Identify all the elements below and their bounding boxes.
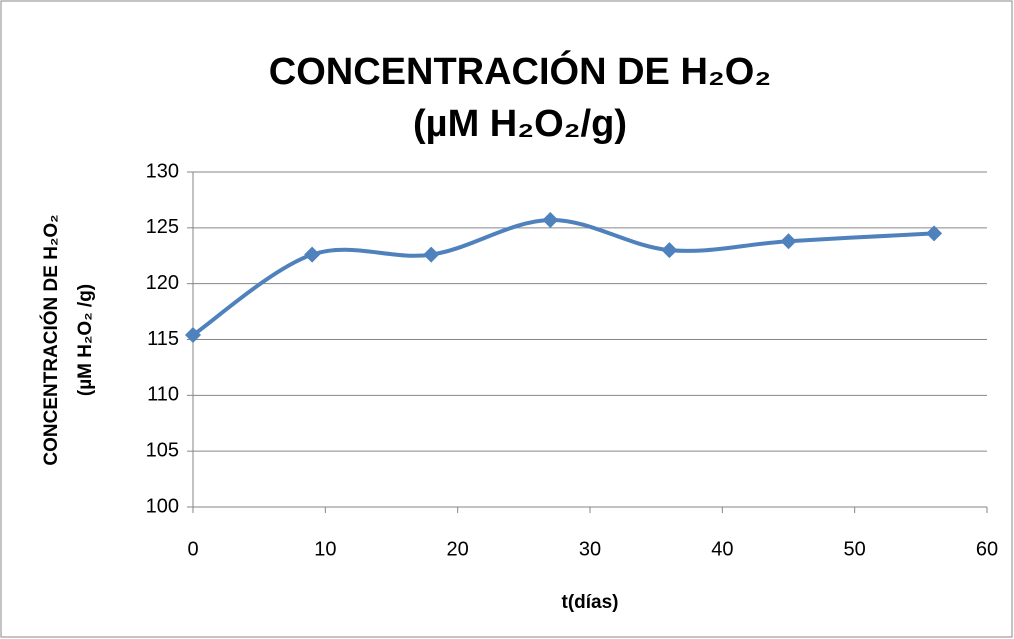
y-tick-label: 120 bbox=[146, 272, 179, 294]
x-tick-label: 0 bbox=[187, 538, 198, 560]
y-axis-title: CONCENTRACIÓN DE H₂O₂ bbox=[40, 214, 62, 465]
data-point bbox=[304, 246, 321, 263]
y-tick-label: 115 bbox=[147, 328, 179, 350]
y-tick-label: 105 bbox=[146, 439, 179, 461]
data-point bbox=[661, 242, 678, 259]
y-tick-label: 110 bbox=[147, 384, 179, 406]
chart-title: CONCENTRACIÓN DE H₂O₂ bbox=[269, 49, 771, 93]
y-tick-label: 130 bbox=[146, 160, 179, 182]
y-axis-title: (µM H₂O₂ /g) bbox=[75, 284, 96, 396]
chart-title: (µM H₂O₂/g) bbox=[413, 103, 627, 145]
x-tick-label: 50 bbox=[844, 538, 866, 560]
data-point bbox=[926, 225, 943, 242]
x-tick-label: 10 bbox=[314, 538, 336, 560]
x-tick-label: 40 bbox=[711, 538, 733, 560]
x-tick-label: 30 bbox=[579, 538, 601, 560]
data-point bbox=[185, 327, 201, 344]
data-point bbox=[423, 246, 440, 263]
y-tick-label: 125 bbox=[146, 216, 179, 238]
data-point bbox=[542, 212, 559, 229]
y-tick-label: 100 bbox=[146, 495, 179, 517]
x-tick-label: 60 bbox=[976, 538, 998, 560]
x-tick-label: 20 bbox=[447, 538, 469, 560]
x-axis-title: t(días) bbox=[562, 592, 619, 613]
data-point bbox=[780, 233, 797, 250]
